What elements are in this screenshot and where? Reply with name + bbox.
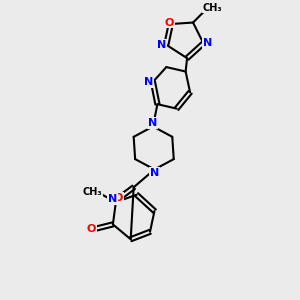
Text: N: N <box>108 194 118 204</box>
Text: CH₃: CH₃ <box>82 187 102 197</box>
Text: O: O <box>165 17 174 28</box>
Text: N: N <box>144 77 153 87</box>
Text: N: N <box>148 118 158 128</box>
Text: CH₃: CH₃ <box>202 3 222 13</box>
Text: N: N <box>157 40 167 50</box>
Text: O: O <box>87 224 96 234</box>
Text: N: N <box>150 168 159 178</box>
Text: O: O <box>114 193 123 203</box>
Text: N: N <box>203 38 212 48</box>
